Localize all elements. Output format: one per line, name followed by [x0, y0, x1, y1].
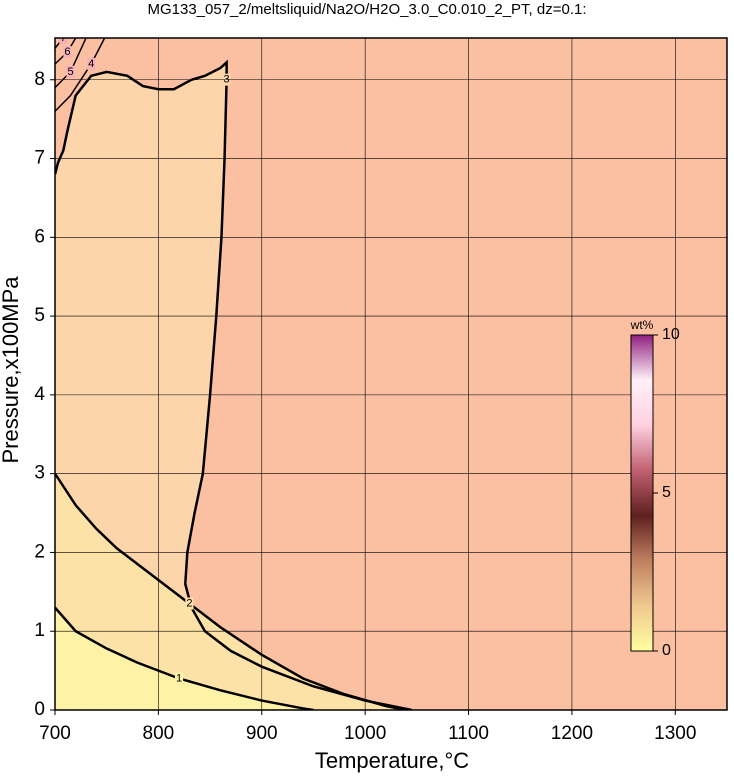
x-tick-label: 800: [143, 723, 175, 744]
contour-label: 2: [186, 598, 192, 610]
colorbar: [630, 334, 654, 652]
x-tick-label: 700: [39, 723, 71, 744]
contour-fill: [55, 473, 407, 710]
contour-label-bg: [66, 65, 75, 78]
y-tick-label: 8: [34, 69, 45, 90]
colorbar-tick-label: 5: [662, 484, 671, 501]
x-tick-label: 1100: [448, 723, 489, 744]
contour-label-bg: [185, 597, 194, 610]
y-tick-label: 4: [34, 384, 45, 405]
contour-label-bg: [174, 672, 184, 685]
contour-fill: [55, 607, 314, 710]
contour-line: [55, 59, 412, 710]
y-tick-label: 2: [34, 541, 45, 562]
x-tick-label: 1000: [344, 723, 386, 744]
contour-label-bg: [63, 46, 72, 59]
contour-label: 4: [88, 58, 94, 70]
x-tick-label: 900: [246, 723, 278, 744]
x-tick-label: 1200: [551, 723, 593, 744]
y-tick-label: 5: [34, 305, 45, 326]
x-tick-label: 1300: [654, 723, 696, 744]
contour-label: 1: [176, 672, 182, 684]
y-tick-label: 6: [34, 226, 45, 247]
contour-label-bg: [59, 38, 68, 44]
y-tick-label: 0: [34, 699, 45, 720]
contour-label: 6: [64, 46, 70, 58]
contour-label: 5: [67, 66, 73, 78]
x-axis-label: Temperature,°C: [315, 748, 469, 773]
y-tick-label: 1: [34, 620, 45, 641]
y-tick-label: 7: [34, 148, 45, 169]
contour-label-bg: [87, 57, 96, 70]
contour-label: 7: [60, 32, 66, 44]
colorbar-tick-label: 0: [662, 642, 671, 659]
colorbar-label: wt%: [630, 318, 654, 332]
contour-fill: [55, 62, 412, 710]
chart-title: MG133_057_2/meltsliquid/Na2O/H2O_3.0_C0.…: [147, 1, 586, 18]
plot-frame: [54, 37, 728, 711]
y-axis-label: Pressure,x100MPa: [0, 276, 23, 464]
y-tick-label: 3: [34, 463, 45, 484]
colorbar-tick-label: 10: [662, 326, 680, 343]
